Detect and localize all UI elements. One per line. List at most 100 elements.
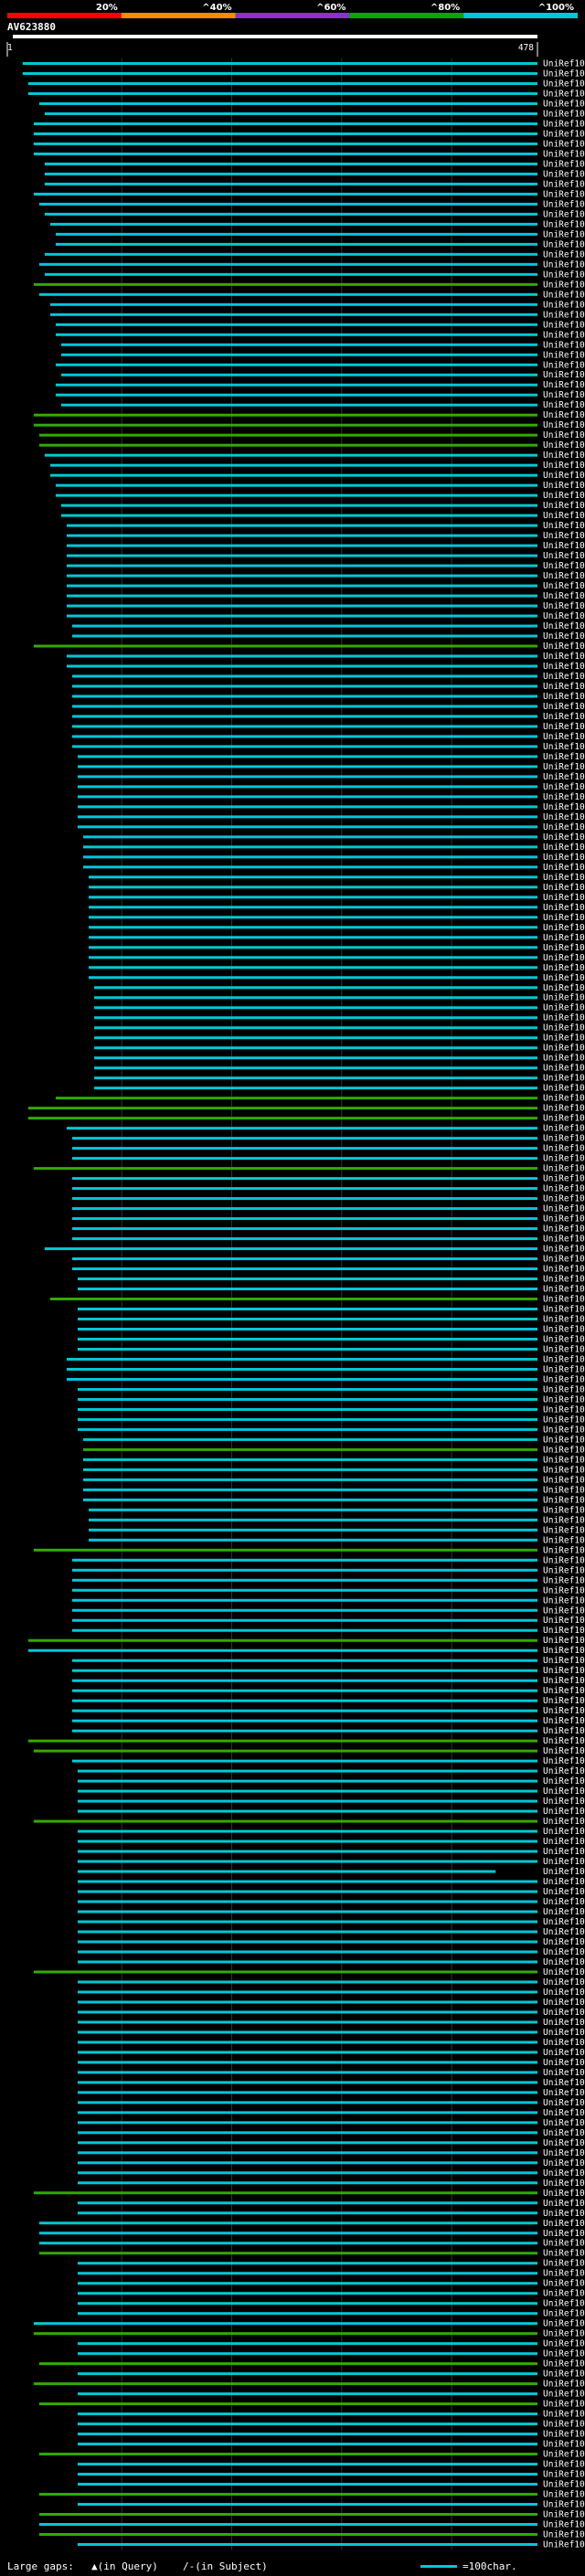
hit-row[interactable]: UniRef100_Q02496 xyxy=(49,300,585,310)
hit-row[interactable]: UniRef100_A9RBD0 xyxy=(77,2008,585,2018)
hit-row[interactable]: UniRef100_A5HMD4 xyxy=(71,1565,585,1575)
hit-row[interactable]: UniRef100_P12082 xyxy=(94,1013,585,1023)
hit-row[interactable]: UniRef100_A9PWK7 xyxy=(55,1094,585,1104)
hit-row[interactable]: UniRef100_A4QPK0 xyxy=(83,832,585,843)
hit-row[interactable]: UniRef100_Q3VHJ3 xyxy=(77,792,585,802)
hit-row[interactable]: UniRef100_A2SY44 xyxy=(27,79,585,89)
hit-row[interactable]: UniRef100_A4QPJ1 xyxy=(77,1807,585,1817)
hit-row[interactable]: UniRef100_Q3S713 xyxy=(71,692,585,702)
hit-row[interactable]: UniRef100_A9RB03 xyxy=(71,1235,585,1245)
hit-row[interactable]: UniRef100_Q4688B xyxy=(77,1415,585,1425)
hit-row[interactable]: UniRef100_Q41423 xyxy=(83,1495,585,1505)
hit-row[interactable]: UniRef100_Q64449 xyxy=(27,1636,585,1646)
hit-row[interactable]: UniRef100_Q0F105 xyxy=(66,652,585,662)
hit-row[interactable]: UniRef100_C1K5B9 xyxy=(71,621,585,631)
hit-row[interactable]: UniRef100_P07371 xyxy=(77,2138,585,2148)
hit-row[interactable]: UniRef100_Q1A179 xyxy=(77,1394,585,1405)
hit-row[interactable]: UniRef100_A6NLD5 xyxy=(66,581,585,591)
hit-row[interactable]: UniRef100_A9PJK7 xyxy=(49,461,585,471)
hit-row[interactable]: UniRef100_Q4V948 xyxy=(77,1897,585,1907)
hit-row[interactable]: UniRef100_A2SY36 xyxy=(44,249,585,260)
hit-row[interactable]: UniRef100_C5YB07 xyxy=(94,1084,585,1094)
hit-row[interactable]: UniRef100_A2SY35 xyxy=(38,260,585,270)
hit-row[interactable]: UniRef100_A4QPK7 xyxy=(60,350,585,360)
hit-row[interactable]: UniRef100_A9T769 xyxy=(27,1104,585,1114)
hit-row[interactable]: UniRef100_A5KGS6 xyxy=(71,712,585,722)
hit-row[interactable]: UniRef100_Q04687 xyxy=(71,1656,585,1666)
hit-row[interactable]: UniRef100_Q10UF9 xyxy=(71,682,585,692)
hit-row[interactable]: UniRef100_C6TLM4 xyxy=(71,1214,585,1224)
hit-row[interactable]: UniRef100_A2SY37 xyxy=(33,139,585,149)
hit-row[interactable]: UniRef100_Q8VZ87 xyxy=(38,2229,585,2239)
hit-row[interactable]: UniRef100_C0SPS1 xyxy=(89,1525,585,1535)
hit-row[interactable]: UniRef100_Q1EPK5 xyxy=(77,1927,585,1937)
hit-row[interactable]: UniRef100_Q9SF86 xyxy=(89,883,585,893)
hit-row[interactable]: UniRef100_Q1EP45 xyxy=(94,983,585,993)
hit-row[interactable]: UniRef100_Q4V956 xyxy=(77,2540,585,2550)
hit-row[interactable]: UniRef100_Q2SP06 xyxy=(77,2209,585,2219)
hit-row[interactable]: UniRef100_B9S414 xyxy=(77,2470,585,2480)
hit-row[interactable]: UniRef100_Q40769 xyxy=(77,1786,585,1797)
hit-row[interactable]: UniRef100_Q677H3 xyxy=(77,2420,585,2430)
hit-row[interactable]: UniRef100_A5C4U9 xyxy=(77,2269,585,2279)
hit-row[interactable]: UniRef100_Q9SYW9 xyxy=(89,893,585,903)
hit-row[interactable]: UniRef100_A6NM09 xyxy=(77,2058,585,2068)
hit-row[interactable]: UniRef100_Q4V952 xyxy=(38,2510,585,2520)
hit-row[interactable]: UniRef100_A1X036 xyxy=(33,129,585,139)
hit-row[interactable]: UniRef100_Q4V946 xyxy=(77,1887,585,1897)
hit-row[interactable]: UniRef100_Q39831 xyxy=(77,1917,585,1927)
hit-row[interactable]: UniRef100_Q2A694 xyxy=(83,1475,585,1485)
hit-row[interactable]: UniRef100_B0L0Y1 xyxy=(77,812,585,822)
hit-row[interactable]: UniRef100_A6BQL9 xyxy=(38,2359,585,2369)
hit-row[interactable]: UniRef100_A9SGM1 xyxy=(71,1144,585,1154)
hit-row[interactable]: UniRef100_A6NL88 xyxy=(55,481,585,491)
hit-row[interactable]: UniRef100_P92919 xyxy=(71,1716,585,1726)
hit-row[interactable]: UniRef100_A4QPL2 xyxy=(60,511,585,521)
hit-row[interactable]: UniRef100_Q40252 xyxy=(77,1324,585,1334)
hit-row[interactable]: UniRef100_A2SY32 xyxy=(33,280,585,290)
hit-row[interactable]: UniRef100_C6TD73 xyxy=(89,913,585,923)
hit-row[interactable]: UniRef100_P27518 xyxy=(71,1194,585,1204)
hit-row[interactable]: UniRef100_Q82425 xyxy=(94,1044,585,1054)
hit-row[interactable]: UniRef100_P27496 xyxy=(77,1827,585,1837)
hit-row[interactable]: UniRef100_Q9XGF6 xyxy=(22,69,585,79)
hit-row[interactable]: UniRef100_Q9FJS5 xyxy=(33,1967,585,1977)
hit-row[interactable]: UniRef100_B9SF47 xyxy=(77,1988,585,1998)
hit-row[interactable]: UniRef100_Q4V347 xyxy=(27,1114,585,1124)
hit-row[interactable]: UniRef100_Q1HH29 xyxy=(89,933,585,943)
hit-row[interactable]: UniRef100_P14273 xyxy=(55,330,585,340)
hit-row[interactable]: UniRef100_Q9M606 xyxy=(44,1245,585,1255)
hit-row[interactable]: UniRef100_P27490 xyxy=(77,2118,585,2128)
hit-row[interactable]: UniRef100_Q4G057 xyxy=(89,1505,585,1515)
hit-row[interactable]: UniRef100_C5IF17 xyxy=(71,1676,585,1686)
hit-row[interactable]: UniRef100_Q5PYQ1 xyxy=(71,672,585,682)
hit-row[interactable]: UniRef100_Q9LKH9 xyxy=(33,2319,585,2329)
hit-row[interactable]: UniRef100_A9ESS0 xyxy=(77,2259,585,2269)
hit-row[interactable]: UniRef100_C6TNE6 xyxy=(71,1666,585,1676)
hit-row[interactable]: UniRef100_A8MPF9 xyxy=(94,1054,585,1064)
hit-row[interactable]: UniRef100_Q9LKI0 xyxy=(66,1374,585,1384)
hit-row[interactable]: UniRef100_Q3S942 xyxy=(77,1797,585,1807)
hit-row[interactable]: UniRef100_Q4V950 xyxy=(77,2440,585,2450)
hit-row[interactable]: UniRef100_P27495 xyxy=(77,1847,585,1857)
hit-row[interactable]: UniRef100_B9IHR5 xyxy=(66,662,585,672)
hit-row[interactable]: UniRef100_Q765P6 xyxy=(94,1034,585,1044)
hit-row[interactable]: UniRef100_Q2QTE0 xyxy=(71,1616,585,1626)
hit-row[interactable]: UniRef100_Q4S4D5 xyxy=(33,2329,585,2339)
hit-row[interactable]: UniRef100_A9S857 xyxy=(71,1154,585,1164)
hit-row[interactable]: UniRef100_A9PFW7 xyxy=(49,471,585,481)
hit-row[interactable]: UniRef100_P92983 xyxy=(71,1726,585,1736)
hit-row[interactable]: UniRef100_A6NPD6 xyxy=(33,641,585,652)
hit-row[interactable]: UniRef100_C4PQV4 xyxy=(33,1545,585,1555)
hit-row[interactable]: UniRef100_A4QPK8 xyxy=(55,320,585,330)
hit-row[interactable]: UniRef100_Q1HLZ3 xyxy=(71,1626,585,1636)
hit-row[interactable]: UniRef100_P10049 xyxy=(71,732,585,742)
hit-row[interactable]: UniRef100_Q64448 xyxy=(77,1937,585,1947)
hit-row[interactable]: UniRef100_A2SY33 xyxy=(38,99,585,109)
hit-row[interactable]: UniRef100_C5Z7M3 xyxy=(89,1535,585,1545)
hit-row[interactable]: UniRef100_Q9SFZ3 xyxy=(77,752,585,762)
hit-row[interactable]: UniRef100_A4L424 xyxy=(77,1314,585,1324)
hit-row[interactable]: UniRef100_A6NK15 xyxy=(33,1164,585,1174)
hit-row[interactable]: UniRef100_Q40096 xyxy=(66,611,585,621)
hit-row[interactable]: UniRef100_B7FK75 xyxy=(77,1275,585,1285)
